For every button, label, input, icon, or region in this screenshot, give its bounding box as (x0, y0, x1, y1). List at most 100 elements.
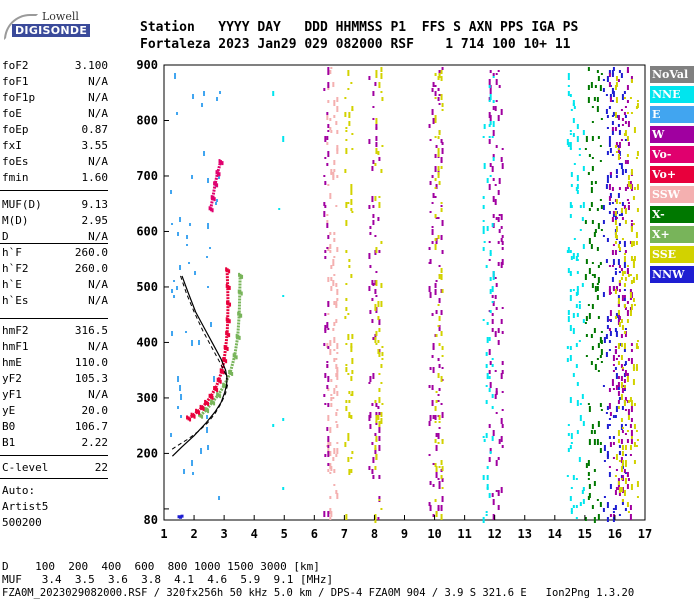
noise-point (492, 178, 495, 181)
noise-point (606, 454, 609, 459)
noise-point (336, 130, 339, 134)
noise-point (432, 193, 435, 198)
noise-point (332, 175, 335, 180)
noise-point (602, 235, 605, 237)
legend-item-nne: NNE (650, 86, 694, 103)
noise-point (336, 367, 339, 372)
noise-point (374, 466, 377, 470)
noise-point (626, 502, 629, 507)
noise-point (585, 334, 588, 337)
noise-point (326, 142, 329, 145)
noise-point (434, 166, 437, 172)
noise-point (633, 127, 636, 133)
noise-point (596, 286, 599, 291)
noise-point (500, 319, 503, 324)
noise-point (617, 484, 620, 490)
noise-point (591, 136, 594, 141)
noise-point (608, 418, 611, 420)
noise-point (377, 415, 380, 420)
noise-point (632, 241, 635, 246)
noise-point (345, 127, 348, 129)
noise-point (611, 73, 614, 77)
noise-point (375, 280, 378, 286)
param-row-h-f: h`F 260.0 (2, 246, 108, 262)
noise-point (596, 208, 599, 211)
noise-point (330, 277, 333, 281)
noise-point (501, 163, 504, 169)
noise-point (429, 259, 432, 264)
noise-point (575, 478, 578, 480)
noise-point (183, 469, 186, 474)
y-tick-label: 200 (136, 446, 158, 460)
noise-point (372, 106, 375, 108)
noise-point (192, 94, 195, 99)
noise-point (614, 490, 617, 495)
noise-point (431, 109, 434, 115)
noise-point (348, 400, 351, 403)
noise-point (587, 478, 590, 480)
noise-point (570, 442, 573, 444)
noise-point (377, 316, 380, 320)
noise-point (327, 70, 330, 75)
noise-point (578, 301, 581, 303)
noise-point (623, 385, 626, 388)
noise-point (201, 103, 204, 107)
noise-point (623, 91, 626, 94)
noise-point (218, 175, 221, 179)
noise-point (491, 328, 494, 332)
noise-point (351, 370, 354, 374)
noise-point (437, 400, 440, 402)
noise-point (569, 94, 572, 97)
noise-point (615, 175, 618, 178)
noise-point (606, 406, 609, 410)
noise-point (329, 451, 332, 454)
noise-point (177, 406, 180, 409)
noise-point (437, 235, 440, 239)
noise-point (569, 289, 572, 292)
noise-point (623, 133, 626, 136)
noise-point (617, 151, 620, 153)
noise-point (431, 229, 434, 235)
noise-point (372, 283, 375, 286)
noise-point (578, 304, 581, 309)
noise-point (591, 274, 594, 276)
noise-point (369, 376, 372, 382)
noise-point (623, 349, 626, 352)
noise-point (626, 439, 629, 443)
noise-point (434, 238, 437, 241)
noise-point (350, 208, 353, 211)
noise-point (437, 148, 440, 151)
noise-point (434, 178, 437, 181)
noise-point (434, 415, 437, 420)
noise-point (498, 214, 501, 216)
noise-point (440, 139, 443, 143)
noise-point (434, 115, 437, 120)
noise-point (567, 142, 570, 147)
noise-point (627, 181, 630, 187)
noise-point (491, 313, 494, 316)
noise-point (569, 130, 572, 132)
noise-point (627, 511, 630, 513)
noise-point (612, 112, 615, 116)
noise-point (488, 139, 491, 144)
noise-point (579, 205, 582, 208)
noise-point (617, 259, 620, 265)
noise-point (375, 148, 378, 154)
noise-point (578, 148, 581, 150)
param-key: h`E (2, 278, 22, 291)
noise-point (624, 445, 627, 450)
noise-point (489, 163, 492, 167)
noise-point (495, 79, 498, 85)
noise-point (569, 325, 572, 331)
noise-point (572, 133, 575, 137)
noise-point (591, 166, 594, 171)
noise-point (636, 103, 639, 108)
noise-point (491, 223, 494, 227)
noise-point (624, 463, 627, 467)
noise-point (602, 220, 605, 224)
o-trace-point (216, 377, 219, 382)
noise-point (500, 214, 503, 220)
noise-point (428, 502, 431, 506)
logo-main-text: DIGISONDE (12, 24, 91, 37)
noise-point (618, 247, 621, 251)
